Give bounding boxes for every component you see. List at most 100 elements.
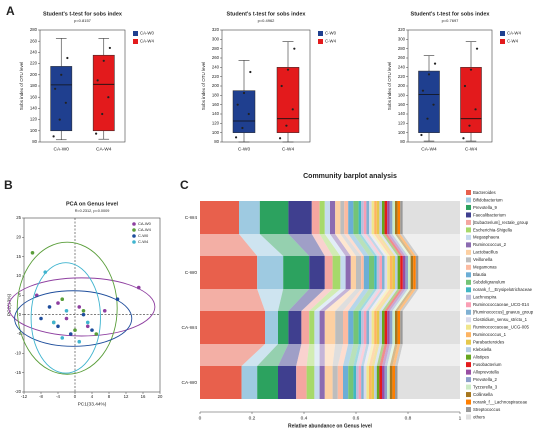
flow-band — [324, 234, 346, 256]
bar-segment — [389, 201, 393, 234]
bar-segment — [332, 256, 341, 289]
legend-swatch — [466, 204, 471, 210]
bar-segment — [395, 201, 398, 234]
bar-segment — [343, 311, 349, 344]
data-point — [85, 320, 90, 325]
legend-label: Bacteroides — [473, 190, 496, 195]
bar-segment — [374, 256, 377, 289]
bar-segment — [415, 256, 419, 289]
bar-segment — [363, 256, 369, 289]
y-tick-label: -20 — [15, 389, 22, 394]
y-tick-label: 100 — [398, 130, 406, 135]
legend-label: CA-W4 — [507, 31, 521, 36]
data-point — [77, 305, 82, 309]
chart-title: PCA on Genus level — [66, 201, 119, 207]
data-point — [475, 47, 479, 50]
flow-band — [400, 289, 419, 311]
bar-segment — [278, 366, 297, 399]
legend-label: C-W4 — [138, 239, 149, 244]
x-tick-label: -8 — [39, 394, 43, 399]
bar-segment — [374, 311, 377, 344]
bar-segment — [288, 311, 302, 344]
flow-band — [358, 234, 377, 256]
bar-segment — [376, 311, 380, 344]
bar-segment — [369, 366, 372, 399]
flow-band — [358, 344, 367, 366]
bar-segment — [366, 201, 369, 234]
bar-segment — [384, 366, 388, 399]
x-tick-label: 0.8 — [405, 415, 412, 421]
legend-label: CA-W4 — [138, 227, 152, 232]
flow-band — [395, 344, 403, 366]
y-tick-label: 260 — [30, 38, 38, 43]
bar-segment — [353, 366, 356, 399]
flow-band — [361, 289, 380, 311]
y-tick-label: 10 — [16, 273, 21, 278]
legend-label: Veillonella — [473, 257, 493, 262]
bar-segment — [376, 201, 380, 234]
legend-swatch — [133, 31, 138, 36]
data-point — [43, 270, 48, 274]
y-tick-label: 160 — [30, 94, 38, 99]
bar-segment — [369, 311, 372, 344]
bar-segment — [410, 256, 414, 289]
flow-band — [337, 344, 349, 366]
panel-label: B — [4, 178, 13, 192]
legend-label: Prevotella_2 — [473, 377, 497, 382]
data-point — [47, 305, 52, 309]
box — [50, 66, 73, 132]
legend-marker — [132, 234, 136, 238]
bar-segment — [309, 311, 315, 344]
flow-band — [397, 289, 416, 311]
bar-segment — [200, 311, 265, 344]
legend-swatch — [133, 39, 138, 44]
y-tick-label: 280 — [398, 46, 406, 51]
data-point — [30, 251, 35, 255]
flow-band — [369, 344, 377, 366]
data-point — [249, 70, 252, 74]
bar-segment — [311, 201, 320, 234]
y-tick-label: 25 — [16, 215, 21, 220]
bar-segment — [278, 311, 289, 344]
legend-swatch — [466, 272, 471, 278]
flow-band — [371, 289, 390, 311]
legend-label: norank_f__Erysipelotrichaceae — [473, 287, 533, 292]
legend-label: others — [473, 414, 485, 419]
flow-band — [382, 234, 401, 256]
flow-band — [387, 344, 395, 366]
legend-label: Klebsiella — [473, 347, 492, 352]
flow-band — [379, 344, 388, 366]
data-point — [96, 79, 99, 82]
data-point — [81, 312, 86, 317]
data-point — [241, 126, 244, 130]
flow-band — [379, 289, 398, 311]
x-tick-label: 20 — [158, 394, 163, 399]
y-tick-label: 100 — [212, 130, 220, 135]
data-point — [291, 108, 294, 111]
y-tick-label: 120 — [30, 117, 38, 122]
bar-segment — [371, 366, 375, 399]
bar-segment — [402, 201, 460, 234]
x-tick-label: 0 — [74, 394, 77, 399]
legend-swatch — [466, 249, 471, 255]
flow-band — [348, 344, 359, 366]
legend-swatch — [466, 407, 471, 413]
flow-band — [200, 234, 258, 256]
y-tick-label: 180 — [212, 92, 220, 97]
data-point — [102, 59, 105, 62]
x-tick-label: CA-W4 — [421, 146, 437, 152]
legend-label: Ruminococcaceae_UCG-014 — [473, 302, 529, 307]
confidence-ellipse — [14, 290, 133, 347]
flow-band — [278, 344, 302, 366]
flow-band — [397, 234, 416, 256]
legend-swatch — [466, 384, 471, 390]
legend-label: Lachnospira — [473, 295, 497, 300]
bar-segment — [389, 256, 393, 289]
flow-band — [374, 234, 393, 256]
bar-segment — [363, 311, 367, 344]
flow-band — [288, 289, 325, 311]
legend-swatch — [466, 377, 471, 383]
chart-subtitle: R=0.2312, p=0.0009 — [75, 209, 110, 213]
flow-band — [239, 234, 284, 256]
flow-band — [384, 234, 403, 256]
